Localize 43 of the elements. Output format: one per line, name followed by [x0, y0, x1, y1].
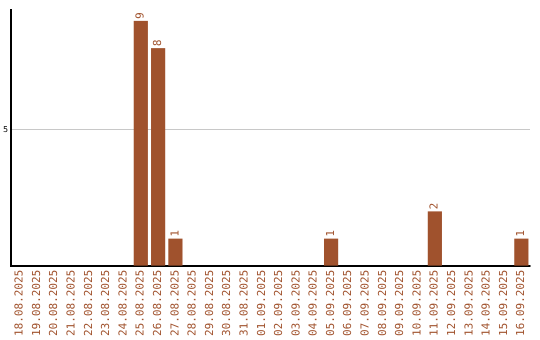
x-tick-label: 26.08.2025 — [150, 270, 164, 336]
x-tick-label: 20.08.2025 — [47, 270, 60, 336]
bar — [514, 238, 528, 266]
x-tick-label: 12.09.2025 — [445, 270, 458, 336]
x-tick-label: 19.08.2025 — [30, 270, 43, 336]
x-tick-label: 11.09.2025 — [428, 270, 441, 336]
x-tick-label: 05.09.2025 — [324, 270, 337, 336]
data-label: 9 — [134, 12, 147, 19]
bar — [324, 238, 338, 266]
x-tick-label: 07.09.2025 — [358, 270, 372, 336]
x-tick-label: 10.09.2025 — [410, 270, 424, 336]
x-tick-label: 15.09.2025 — [496, 270, 510, 336]
x-tick-label: 25.08.2025 — [134, 270, 147, 336]
x-tick-label: 29.08.2025 — [202, 270, 216, 336]
data-label: 8 — [150, 39, 164, 46]
x-tick-label: 31.08.2025 — [237, 270, 250, 336]
x-tick-label: 23.08.2025 — [99, 270, 112, 336]
x-tick-label: 27.08.2025 — [168, 270, 182, 336]
x-tick-label: 30.08.2025 — [220, 270, 234, 336]
data-label: 1 — [324, 230, 337, 237]
bar — [168, 238, 183, 266]
x-tick-label: 04.09.2025 — [306, 270, 320, 336]
x-tick-label: 09.09.2025 — [393, 270, 406, 336]
data-label: 2 — [428, 202, 441, 210]
bar — [134, 20, 148, 266]
bar — [428, 211, 442, 266]
x-tick-label: 02.09.2025 — [272, 270, 286, 336]
x-tick-label: 24.08.2025 — [116, 270, 130, 336]
data-label: 1 — [168, 230, 182, 237]
y-tick-label: 5 — [2, 124, 8, 134]
bar — [151, 48, 166, 266]
x-tick-label: 01.09.2025 — [254, 270, 268, 336]
x-tick-label: 14.09.2025 — [480, 270, 493, 336]
x-tick-label: 18.08.2025 — [12, 270, 26, 336]
x-tick-label: 16.09.2025 — [514, 270, 528, 336]
x-tick-label: 06.09.2025 — [341, 270, 354, 336]
x-tick-label: 03.09.2025 — [289, 270, 302, 336]
x-tick-label: 28.08.2025 — [186, 270, 199, 336]
x-tick-label: 22.08.2025 — [82, 270, 95, 336]
x-tick-label: 08.09.2025 — [376, 270, 389, 336]
data-label: 1 — [514, 230, 528, 237]
x-tick-label: 13.09.2025 — [462, 270, 476, 336]
x-tick-label: 21.08.2025 — [64, 270, 78, 336]
